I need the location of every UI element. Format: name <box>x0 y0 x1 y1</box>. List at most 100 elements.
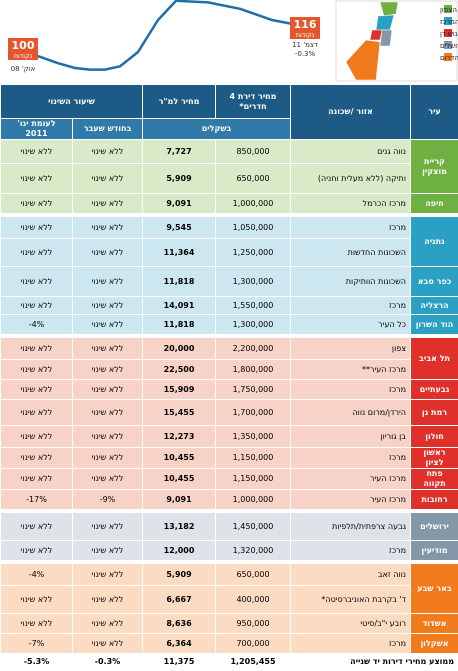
price-cell: 950,000 <box>216 614 291 634</box>
sqm-cell: 20,000 <box>143 338 216 360</box>
sqm-cell: 12,273 <box>143 426 216 448</box>
city-cell: הוד השרון <box>411 315 458 335</box>
jan-change-cell: -7% <box>1 634 73 654</box>
jan-change-cell: ללא שינוי <box>1 448 73 469</box>
footer-value: 1,205,455 <box>216 654 291 671</box>
price-cell: 850,000 <box>216 140 291 164</box>
month-change-cell: ללא שינוי <box>73 634 143 654</box>
price-cell: 1,000,000 <box>216 194 291 214</box>
city-cell: הרצליה <box>411 297 458 315</box>
price-cell: 2,200,000 <box>216 338 291 360</box>
area-cell: מרכז <box>291 297 411 315</box>
header-jan: לעומת ינו' 2011 <box>1 119 73 140</box>
price-cell: 1,250,000 <box>216 239 291 267</box>
price-cell: 1,550,000 <box>216 297 291 315</box>
sqm-cell: 8,636 <box>143 614 216 634</box>
end-value: 116 <box>294 18 317 31</box>
area-cell: מרכז <box>291 448 411 469</box>
jan-change-cell: ללא שינוי <box>1 338 73 360</box>
jan-change-cell: ללא שינוי <box>1 217 73 239</box>
jan-change-cell: ללא שינוי <box>1 297 73 315</box>
jan-change-cell: ללא שינוי <box>1 541 73 561</box>
sqm-cell: 6,364 <box>143 634 216 654</box>
jan-change-cell: -17% <box>1 490 73 510</box>
price-cell: 1,350,000 <box>216 426 291 448</box>
city-cell: מודיעין <box>411 541 458 561</box>
sqm-cell: 9,091 <box>143 490 216 510</box>
month-change-cell: ללא שינוי <box>73 194 143 214</box>
city-cell: ירושלים <box>411 513 458 541</box>
month-change-cell: -9% <box>73 490 143 510</box>
index-line <box>22 1 305 70</box>
area-cell: מרכז העיר** <box>291 360 411 380</box>
legend-label: ערי הצפון <box>440 6 458 14</box>
city-cell: באר שבע <box>411 564 458 614</box>
city-cell: ראשון לציון <box>411 448 458 469</box>
month-change-cell: ללא שינוי <box>73 380 143 400</box>
area-cell: צפון <box>291 338 411 360</box>
area-cell: השכונות החדשות <box>291 239 411 267</box>
legend-label: ערי אזור ירושלים <box>440 42 458 50</box>
price-cell: 1,050,000 <box>216 217 291 239</box>
month-change-cell: ללא שינוי <box>73 140 143 164</box>
area-cell: מרכז העיר <box>291 490 411 510</box>
area-cell: נווה גנים <box>291 140 411 164</box>
area-cell: ותיקה (ללא מעלית וחניה) <box>291 164 411 194</box>
sqm-cell: 15,909 <box>143 380 216 400</box>
price-table: עיר אזור /שכונה מחיר דירת 4 חדרים* מחיר … <box>0 84 458 671</box>
month-change-cell: ללא שינוי <box>73 564 143 586</box>
footer-value: -5.3% <box>1 654 73 671</box>
city-cell: חולון <box>411 426 458 448</box>
sqm-cell: 10,455 <box>143 448 216 469</box>
month-change-cell: ללא שינוי <box>73 239 143 267</box>
month-change-cell: ללא שינוי <box>73 164 143 194</box>
header-sqm: מחיר למ"ר <box>143 85 216 119</box>
header-city: עיר <box>411 85 458 140</box>
sqm-cell: 11,818 <box>143 267 216 297</box>
sqm-cell: 22,500 <box>143 360 216 380</box>
jan-change-cell: ללא שינוי <box>1 426 73 448</box>
month-change-cell: ללא שינוי <box>73 469 143 490</box>
month-change-cell: ללא שינוי <box>73 513 143 541</box>
header-area: אזור /שכונה <box>291 85 411 140</box>
header-month: בחודש שעבר <box>73 119 143 140</box>
price-cell: 1,150,000 <box>216 469 291 490</box>
month-change-cell: ללא שינוי <box>73 267 143 297</box>
city-cell: פתח תקווה <box>411 469 458 490</box>
jan-change-cell: ללא שינוי <box>1 586 73 614</box>
month-change-cell: ללא שינוי <box>73 338 143 360</box>
city-cell: חיפה <box>411 194 458 214</box>
area-cell: מרכז <box>291 634 411 654</box>
area-cell: השכונות הוותיקות <box>291 267 411 297</box>
price-cell: 650,000 <box>216 564 291 586</box>
header-change: שיעור השינוי <box>1 85 143 119</box>
city-cell: אשקלון <box>411 634 458 654</box>
header-currency: בשקלים <box>143 119 291 140</box>
header-price: מחיר דירת 4 חדרים* <box>216 85 291 119</box>
month-change-cell: ללא שינוי <box>73 448 143 469</box>
month-change-cell: ללא שינוי <box>73 426 143 448</box>
jan-change-cell: ללא שינוי <box>1 140 73 164</box>
area-cell: הירדן/מרום נווה <box>291 400 411 426</box>
price-cell: 400,000 <box>216 586 291 614</box>
jan-change-cell: ללא שינוי <box>1 239 73 267</box>
month-change-cell: ללא שינוי <box>73 315 143 335</box>
city-cell: אשדוד <box>411 614 458 634</box>
jan-change-cell: ללא שינוי <box>1 267 73 297</box>
price-cell: 1,450,000 <box>216 513 291 541</box>
end-change: -0.3% <box>295 50 316 58</box>
jan-change-cell: ללא שינוי <box>1 400 73 426</box>
